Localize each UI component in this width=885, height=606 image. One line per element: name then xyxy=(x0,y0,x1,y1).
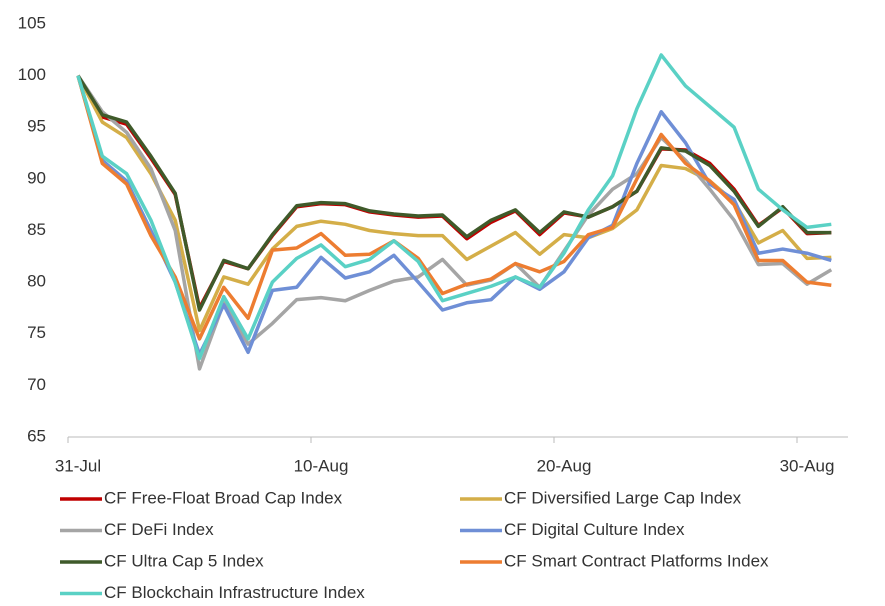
x-tick-label: 30-Aug xyxy=(780,456,835,475)
legend-label: CF Blockchain Infrastructure Index xyxy=(104,583,365,602)
y-tick-label: 65 xyxy=(27,426,46,445)
y-tick-label: 90 xyxy=(27,168,46,187)
y-tick-label: 85 xyxy=(27,220,46,239)
legend-label: CF Free-Float Broad Cap Index xyxy=(104,488,343,507)
y-tick-label: 80 xyxy=(27,272,46,291)
y-tick-label: 105 xyxy=(18,13,46,32)
legend-label: CF Ultra Cap 5 Index xyxy=(104,551,264,570)
x-tick-label: 31-Jul xyxy=(55,456,101,475)
y-tick-label: 100 xyxy=(18,65,46,84)
legend-label: CF Digital Culture Index xyxy=(504,520,685,539)
y-tick-label: 70 xyxy=(27,375,46,394)
series-line xyxy=(76,74,833,371)
x-tick-label: 10-Aug xyxy=(294,456,349,475)
legend-label: CF DeFi Index xyxy=(104,520,214,539)
series-line xyxy=(76,74,832,312)
y-tick-label: 75 xyxy=(27,323,46,342)
series-line xyxy=(76,75,832,341)
legend-label: CF Smart Contract Platforms Index xyxy=(504,551,769,570)
legend-label: CF Diversified Large Cap Index xyxy=(504,488,742,507)
x-tick-label: 20-Aug xyxy=(537,456,592,475)
series-line xyxy=(76,53,832,361)
y-tick-label: 95 xyxy=(27,117,46,136)
